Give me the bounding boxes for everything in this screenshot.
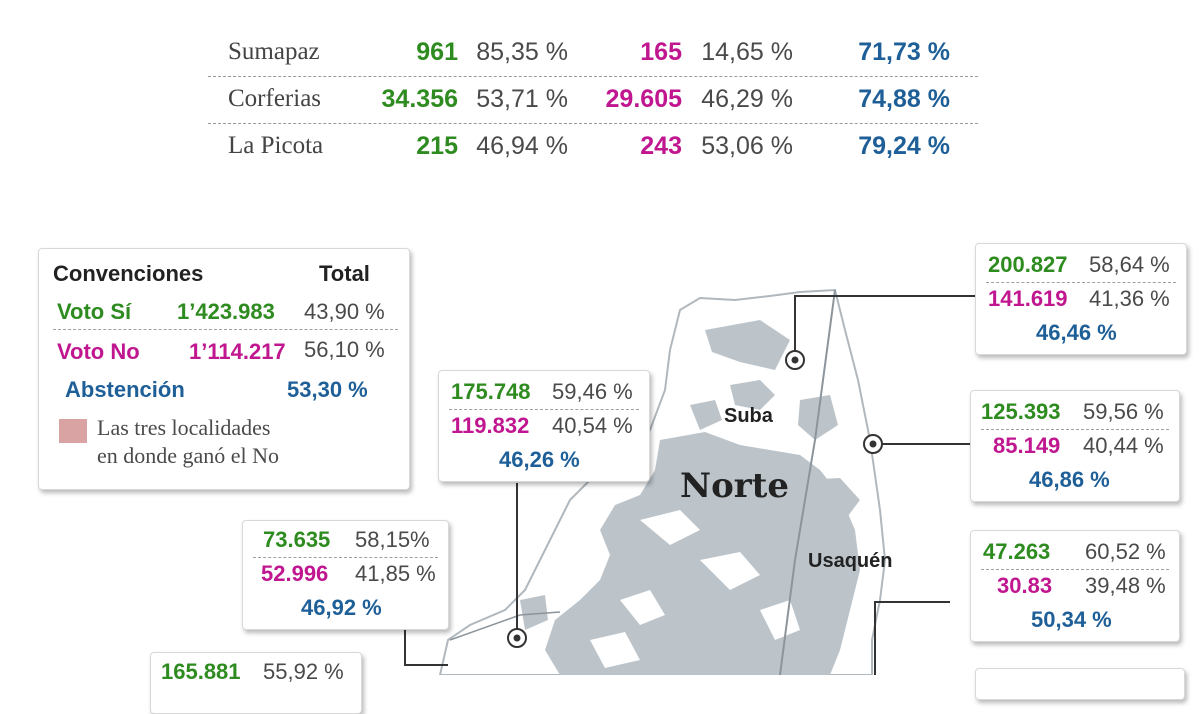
abstention-percent: 46,26 % <box>499 447 580 472</box>
si-votes: 34.356 <box>381 85 458 113</box>
table-row: Sumapaz 961 85,35 % 165 14,65 % 71,73 % <box>208 30 978 77</box>
divider <box>53 329 398 330</box>
row-name: Sumapaz <box>228 38 320 65</box>
no-percent: 40,44 % <box>1083 433 1164 458</box>
no-votes: 29.605 <box>605 85 682 113</box>
result-box: 175.748 59,46 % 119.832 40,54 % 46,26 % <box>438 370 650 482</box>
legend-si-label: Voto Sí <box>57 299 132 324</box>
result-box: 125.393 59,56 % 85.149 40,44 % 46,86 % <box>970 390 1180 502</box>
legend-si-value: 1’423.983 <box>177 299 275 324</box>
legend-box: Convenciones Total Voto Sí 1’423.983 43,… <box>38 248 410 490</box>
no-votes: 85.149 <box>993 433 1061 458</box>
legend-swatch-text-1: Las tres localidades <box>97 415 271 440</box>
si-votes: 215 <box>416 132 458 160</box>
no-percent: 53,06 % <box>701 132 793 160</box>
table-row: La Picota 215 46,94 % 243 53,06 % 79,24 … <box>208 124 978 170</box>
si-percent: 60,52 % <box>1085 539 1166 564</box>
no-votes: 165 <box>640 38 682 66</box>
legend-total-label: Total <box>319 261 370 286</box>
abstention-percent: 71,73 % <box>858 38 950 66</box>
no-votes: 30.83 <box>997 573 1053 598</box>
map-markers <box>507 350 883 648</box>
si-votes: 47.263 <box>983 539 1051 564</box>
no-percent: 14,65 % <box>701 38 793 66</box>
abstention-percent: 79,24 % <box>858 132 950 160</box>
divider <box>253 557 438 558</box>
si-votes: 125.393 <box>981 399 1061 424</box>
results-table: Sumapaz 961 85,35 % 165 14,65 % 71,73 % … <box>208 30 978 170</box>
legend-no-value: 1’114.217 <box>189 339 286 364</box>
result-box: 73.635 58,15% 52.996 41,85 % 46,92 % <box>242 520 449 630</box>
legend-swatch-text-2: en donde ganó el No <box>97 443 280 468</box>
si-percent: 55,92 % <box>263 659 344 684</box>
si-percent: 59,46 % <box>552 379 633 404</box>
si-percent: 58,64 % <box>1089 252 1170 277</box>
table-row: Corferias 34.356 53,71 % 29.605 46,29 % … <box>208 77 978 124</box>
no-votes: 243 <box>640 132 682 160</box>
divider <box>986 282 1176 283</box>
si-percent: 58,15% <box>355 527 430 552</box>
legend-no-percent: 56,10 % <box>304 337 385 362</box>
result-box: 47.263 60,52 % 30.83 39,48 % 50,34 % <box>970 530 1180 642</box>
row-name: La Picota <box>228 132 324 159</box>
no-percent: 41,36 % <box>1089 286 1170 311</box>
si-votes: 73.635 <box>263 527 331 552</box>
region-label: Norte <box>680 466 790 506</box>
no-percent: 46,29 % <box>701 85 793 113</box>
no-percent: 40,54 % <box>552 413 633 438</box>
locality-label-usaquen: Usaquén <box>808 550 893 572</box>
si-percent: 46,94 % <box>476 132 568 160</box>
leader-lines <box>404 295 975 675</box>
legend-abstention-percent: 53,30 % <box>287 377 368 402</box>
no-votes: 52.996 <box>261 561 329 586</box>
abstention-percent: 46,92 % <box>301 595 382 620</box>
si-percent: 85,35 % <box>476 38 568 66</box>
result-box: 165.881 55,92 % <box>150 652 362 714</box>
divider <box>449 409 639 410</box>
abstention-percent: 46,86 % <box>1029 467 1110 492</box>
legend-title: Convenciones <box>53 261 204 286</box>
urban-gaps <box>590 510 800 668</box>
result-box: 200.827 58,64 % 141.619 41,36 % 46,46 % <box>975 243 1187 355</box>
no-votes: 141.619 <box>988 286 1068 311</box>
no-votes: 119.832 <box>451 413 530 438</box>
si-votes: 961 <box>416 38 458 66</box>
locality-label-suba: Suba <box>724 405 773 427</box>
bogota-map <box>404 288 975 675</box>
abstention-percent: 50,34 % <box>1031 607 1112 632</box>
locality-border <box>449 611 561 641</box>
row-name: Corferias <box>228 85 322 112</box>
locality-border <box>779 289 836 675</box>
legend-swatch <box>59 419 87 443</box>
si-votes: 200.827 <box>988 252 1068 277</box>
abstention-percent: 46,46 % <box>1036 320 1117 345</box>
legend-abstention-label: Abstención <box>65 377 185 402</box>
no-percent: 41,85 % <box>355 561 436 586</box>
result-box <box>975 668 1185 700</box>
abstention-percent: 74,88 % <box>858 85 950 113</box>
no-percent: 39,48 % <box>1085 573 1166 598</box>
legend-si-percent: 43,90 % <box>304 299 385 324</box>
si-votes: 165.881 <box>161 659 241 684</box>
si-votes: 175.748 <box>451 379 531 404</box>
divider <box>981 569 1169 570</box>
si-percent: 53,71 % <box>476 85 568 113</box>
legend-no-label: Voto No <box>57 339 140 364</box>
si-percent: 59,56 % <box>1083 399 1164 424</box>
divider <box>981 429 1169 430</box>
